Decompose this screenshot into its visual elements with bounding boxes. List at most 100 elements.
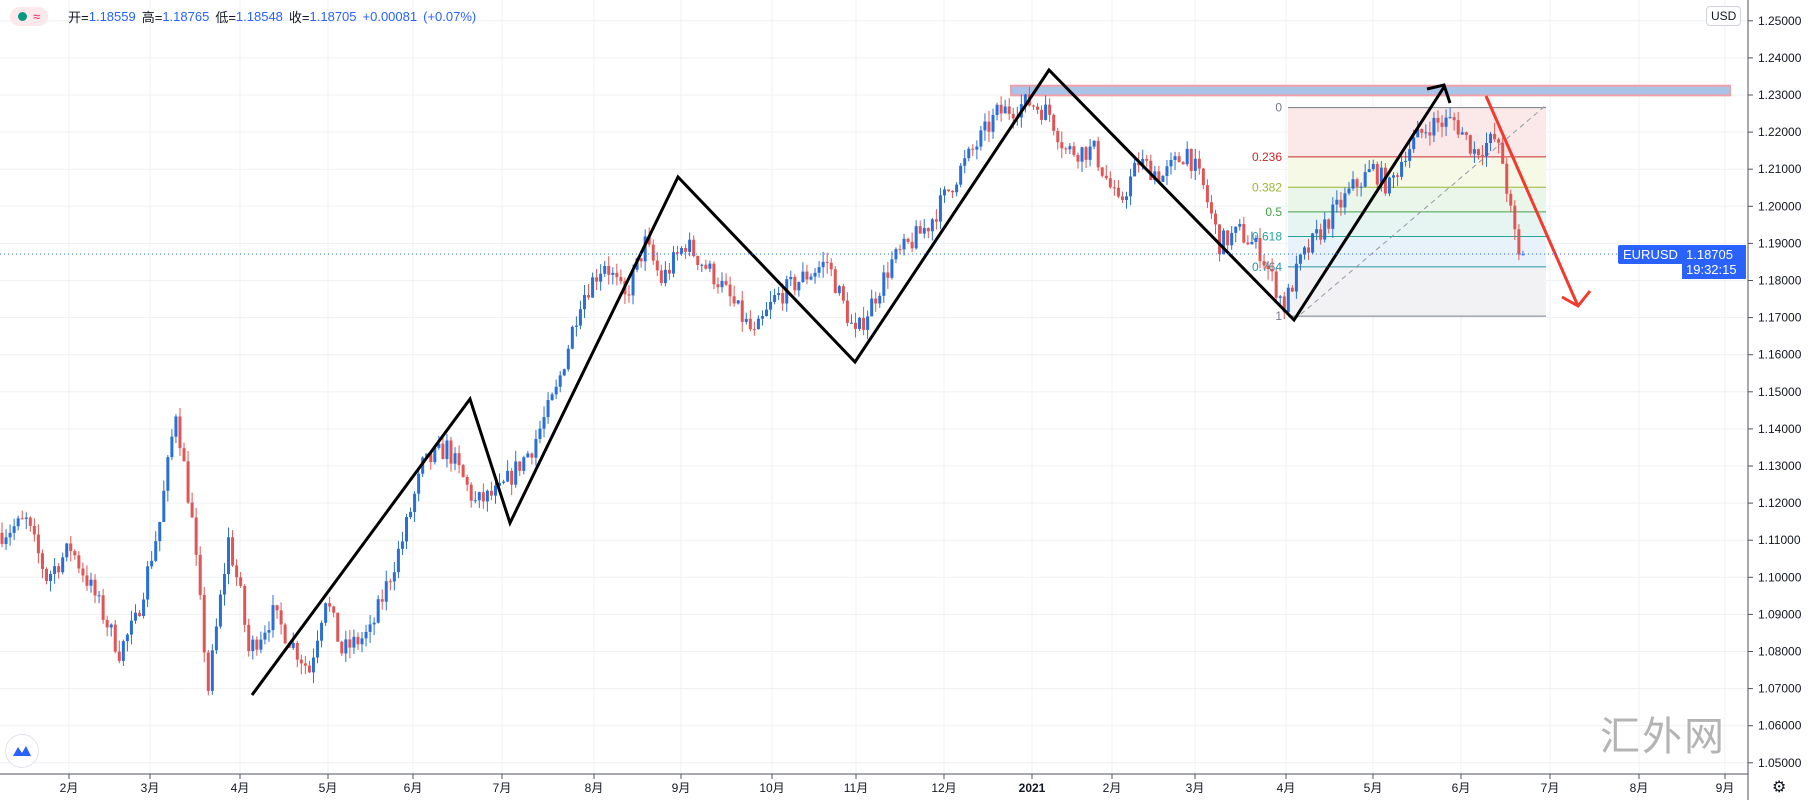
candle-body: [1230, 232, 1234, 246]
candle-body: [97, 595, 101, 597]
candle-body: [538, 428, 542, 439]
time-tick-label: 2月: [1103, 781, 1122, 795]
candle-body: [105, 619, 109, 628]
candle-body: [1173, 156, 1177, 161]
candle-body: [1153, 171, 1157, 181]
price-tick-label: 1.18000: [1758, 274, 1802, 288]
candle-body: [1359, 186, 1363, 188]
candle-body: [336, 612, 340, 642]
candle-body: [178, 416, 182, 449]
candle-body: [1448, 117, 1452, 119]
candle-body: [16, 518, 20, 527]
candle-body: [49, 573, 53, 582]
candle-body: [1100, 167, 1104, 176]
candle-body: [821, 261, 825, 268]
candle-body: [599, 273, 603, 282]
price-tick-label: 1.09000: [1758, 607, 1802, 621]
currency-button[interactable]: USD: [1706, 6, 1742, 26]
candle-body: [53, 566, 57, 574]
bar-countdown: 19:32:15: [1686, 262, 1737, 277]
candle-body: [109, 624, 113, 628]
candle-body: [1185, 148, 1189, 165]
candle-body: [352, 636, 356, 648]
candle-body: [1363, 172, 1367, 187]
candle-body: [1278, 296, 1282, 298]
candle-body: [1064, 148, 1068, 150]
time-tick-label: 7月: [493, 781, 512, 795]
candle-body: [1088, 146, 1092, 160]
candle-body: [671, 252, 675, 274]
candle-body: [1480, 154, 1484, 156]
candle-body: [1048, 104, 1052, 115]
symbol-label: EURUSD: [1618, 245, 1683, 264]
market-status-icon: [18, 11, 27, 21]
candle-body: [979, 130, 983, 147]
candle-body: [1274, 271, 1278, 298]
candle-body: [461, 465, 465, 478]
candle-body: [1133, 162, 1137, 177]
candle-body: [1177, 156, 1181, 163]
candle-body: [1412, 137, 1416, 150]
candle-body: [902, 238, 906, 250]
legend-status[interactable]: ≈: [10, 6, 49, 26]
candle-body: [44, 569, 48, 582]
candle-body: [142, 599, 146, 617]
candle-body: [1323, 219, 1327, 240]
candle-body: [413, 493, 417, 512]
candle-body: [680, 248, 684, 254]
candle-body: [1214, 213, 1217, 225]
time-tick-label: 9月: [1716, 781, 1735, 795]
candle-body: [502, 481, 506, 483]
candle-body: [809, 276, 813, 280]
candle-body: [198, 554, 202, 596]
candle-body: [259, 639, 263, 650]
price-tick-label: 1.23000: [1758, 88, 1802, 102]
bearish-arrow-head: [1561, 290, 1592, 308]
last-price: 1.18705: [1686, 247, 1733, 262]
candle-body: [1040, 109, 1044, 120]
candle-body: [1400, 161, 1404, 177]
candle-body: [959, 165, 963, 185]
candle-body: [1044, 104, 1048, 120]
candle-body: [146, 566, 150, 600]
candle-body: [1428, 132, 1432, 136]
grid: [0, 0, 1748, 774]
candle-body: [194, 517, 198, 555]
candle-body: [388, 581, 392, 583]
candle-body: [987, 121, 991, 132]
candle-body: [591, 277, 595, 298]
candle-body: [716, 284, 720, 288]
candle-body: [498, 482, 502, 486]
candle-body: [930, 219, 934, 232]
candle-body: [983, 121, 987, 131]
candle-body: [303, 663, 307, 666]
tradingview-logo-icon[interactable]: [5, 734, 39, 768]
fib-band: [1288, 236, 1546, 267]
candle-body: [1489, 133, 1493, 143]
candle-body: [24, 517, 28, 519]
candle-body: [1396, 175, 1400, 177]
candle-body: [1501, 142, 1505, 164]
candle-body: [1286, 287, 1290, 313]
candle-body: [170, 436, 174, 458]
candle-body: [1056, 130, 1060, 143]
candle-body: [251, 639, 255, 652]
candle-body: [356, 636, 360, 645]
candle-body: [409, 511, 413, 518]
settings-gear-icon[interactable]: ⚙: [1772, 779, 1787, 796]
candle-body: [1222, 230, 1226, 255]
candle-body: [999, 104, 1003, 114]
candle-body: [530, 453, 534, 458]
candle-body: [1315, 229, 1319, 234]
candle-body: [1060, 142, 1064, 149]
candle-body: [1371, 164, 1375, 170]
candle-body: [1485, 142, 1489, 156]
candle-body: [12, 526, 16, 533]
candle-body: [162, 490, 166, 522]
candle-body: [639, 258, 643, 262]
candle-body: [906, 238, 910, 242]
candle-body: [320, 622, 324, 641]
candle-body: [485, 490, 489, 502]
candle-body: [1416, 128, 1420, 138]
